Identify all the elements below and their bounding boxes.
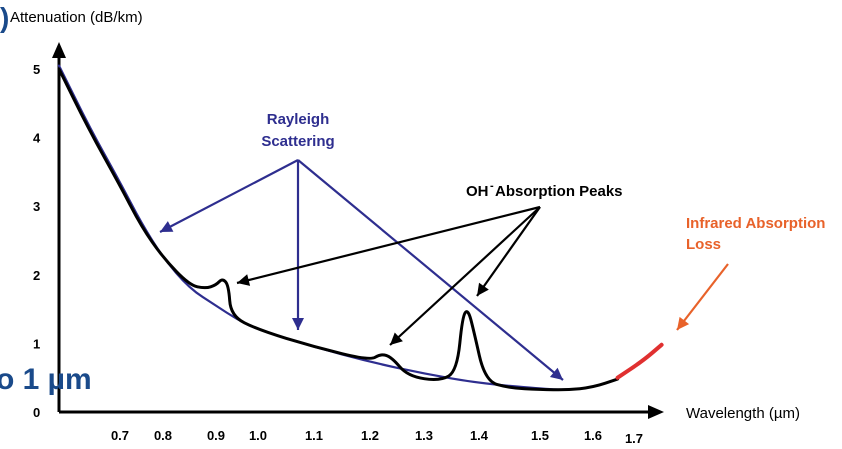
x-tick-label: 1.4: [470, 428, 489, 443]
y-tick-labels: 0 1 2 3 4 5: [33, 62, 41, 420]
x-tick-label: 1.5: [531, 428, 549, 443]
x-tick-label: 1.2: [361, 428, 379, 443]
y-tick-label: 1: [33, 336, 40, 351]
oh-annotation: OH - Absorption Peaks: [466, 180, 623, 200]
x-axis-label: Wavelength (µm): [686, 405, 800, 422]
curves: [57, 64, 664, 392]
x-tick-label: 0.7: [111, 428, 129, 443]
x-tick-labels: 0.7 0.8 0.9 1.0 1.1 1.2 1.3 1.4 1.5 1.6 1.7: [111, 428, 643, 446]
x-axis-arrowhead: [648, 405, 664, 419]
infrared-line-2: Loss: [686, 236, 721, 253]
infrared-arrow: [676, 263, 729, 331]
y-axis-label: Attenuation (dB/km): [10, 9, 143, 26]
rayleigh-arrow-right: [297, 159, 564, 381]
x-tick-label: 1.6: [584, 428, 602, 443]
oh-arrow-third-peak: [476, 206, 541, 297]
y-tick-label: 3: [33, 199, 40, 214]
x-tick-label: 1.3: [415, 428, 433, 443]
measured-attenuation-curve: [57, 67, 620, 392]
y-axis-arrowhead: [52, 42, 66, 58]
rayleigh-arrow-left: [159, 159, 299, 233]
oh-rest: Absorption Peaks: [495, 183, 623, 200]
annotation-arrows: [159, 159, 729, 381]
y-tick-label: 2: [33, 268, 40, 283]
y-tick-label: 0: [33, 405, 40, 420]
chart-axes: [52, 42, 664, 419]
clipped-parenthesis: ): [0, 2, 10, 33]
oh-arrow-second-peak: [389, 206, 541, 346]
y-tick-label: 5: [33, 62, 40, 77]
oh-arrow-first-peak: [236, 205, 541, 286]
infrared-annotation: Infrared Absorption Loss: [686, 215, 825, 253]
oh-superscript: -: [490, 180, 494, 192]
x-tick-label: 1.0: [249, 428, 267, 443]
x-tick-label: 0.8: [154, 428, 172, 443]
clipped-label: o 1 µm: [0, 363, 92, 396]
oh-label: OH: [466, 183, 489, 200]
x-tick-label: 0.9: [207, 428, 225, 443]
x-tick-label: 1.1: [305, 428, 323, 443]
infrared-loss-curve: [615, 342, 664, 380]
rayleigh-line-2: Scattering: [261, 133, 334, 150]
rayleigh-arrow-down: [292, 160, 304, 330]
infrared-line-1: Infrared Absorption: [686, 215, 825, 232]
rayleigh-annotation: Rayleigh Scattering: [261, 111, 334, 150]
x-tick-label: 1.7: [625, 431, 643, 446]
rayleigh-line-1: Rayleigh: [267, 111, 330, 128]
y-tick-label: 4: [33, 131, 41, 146]
